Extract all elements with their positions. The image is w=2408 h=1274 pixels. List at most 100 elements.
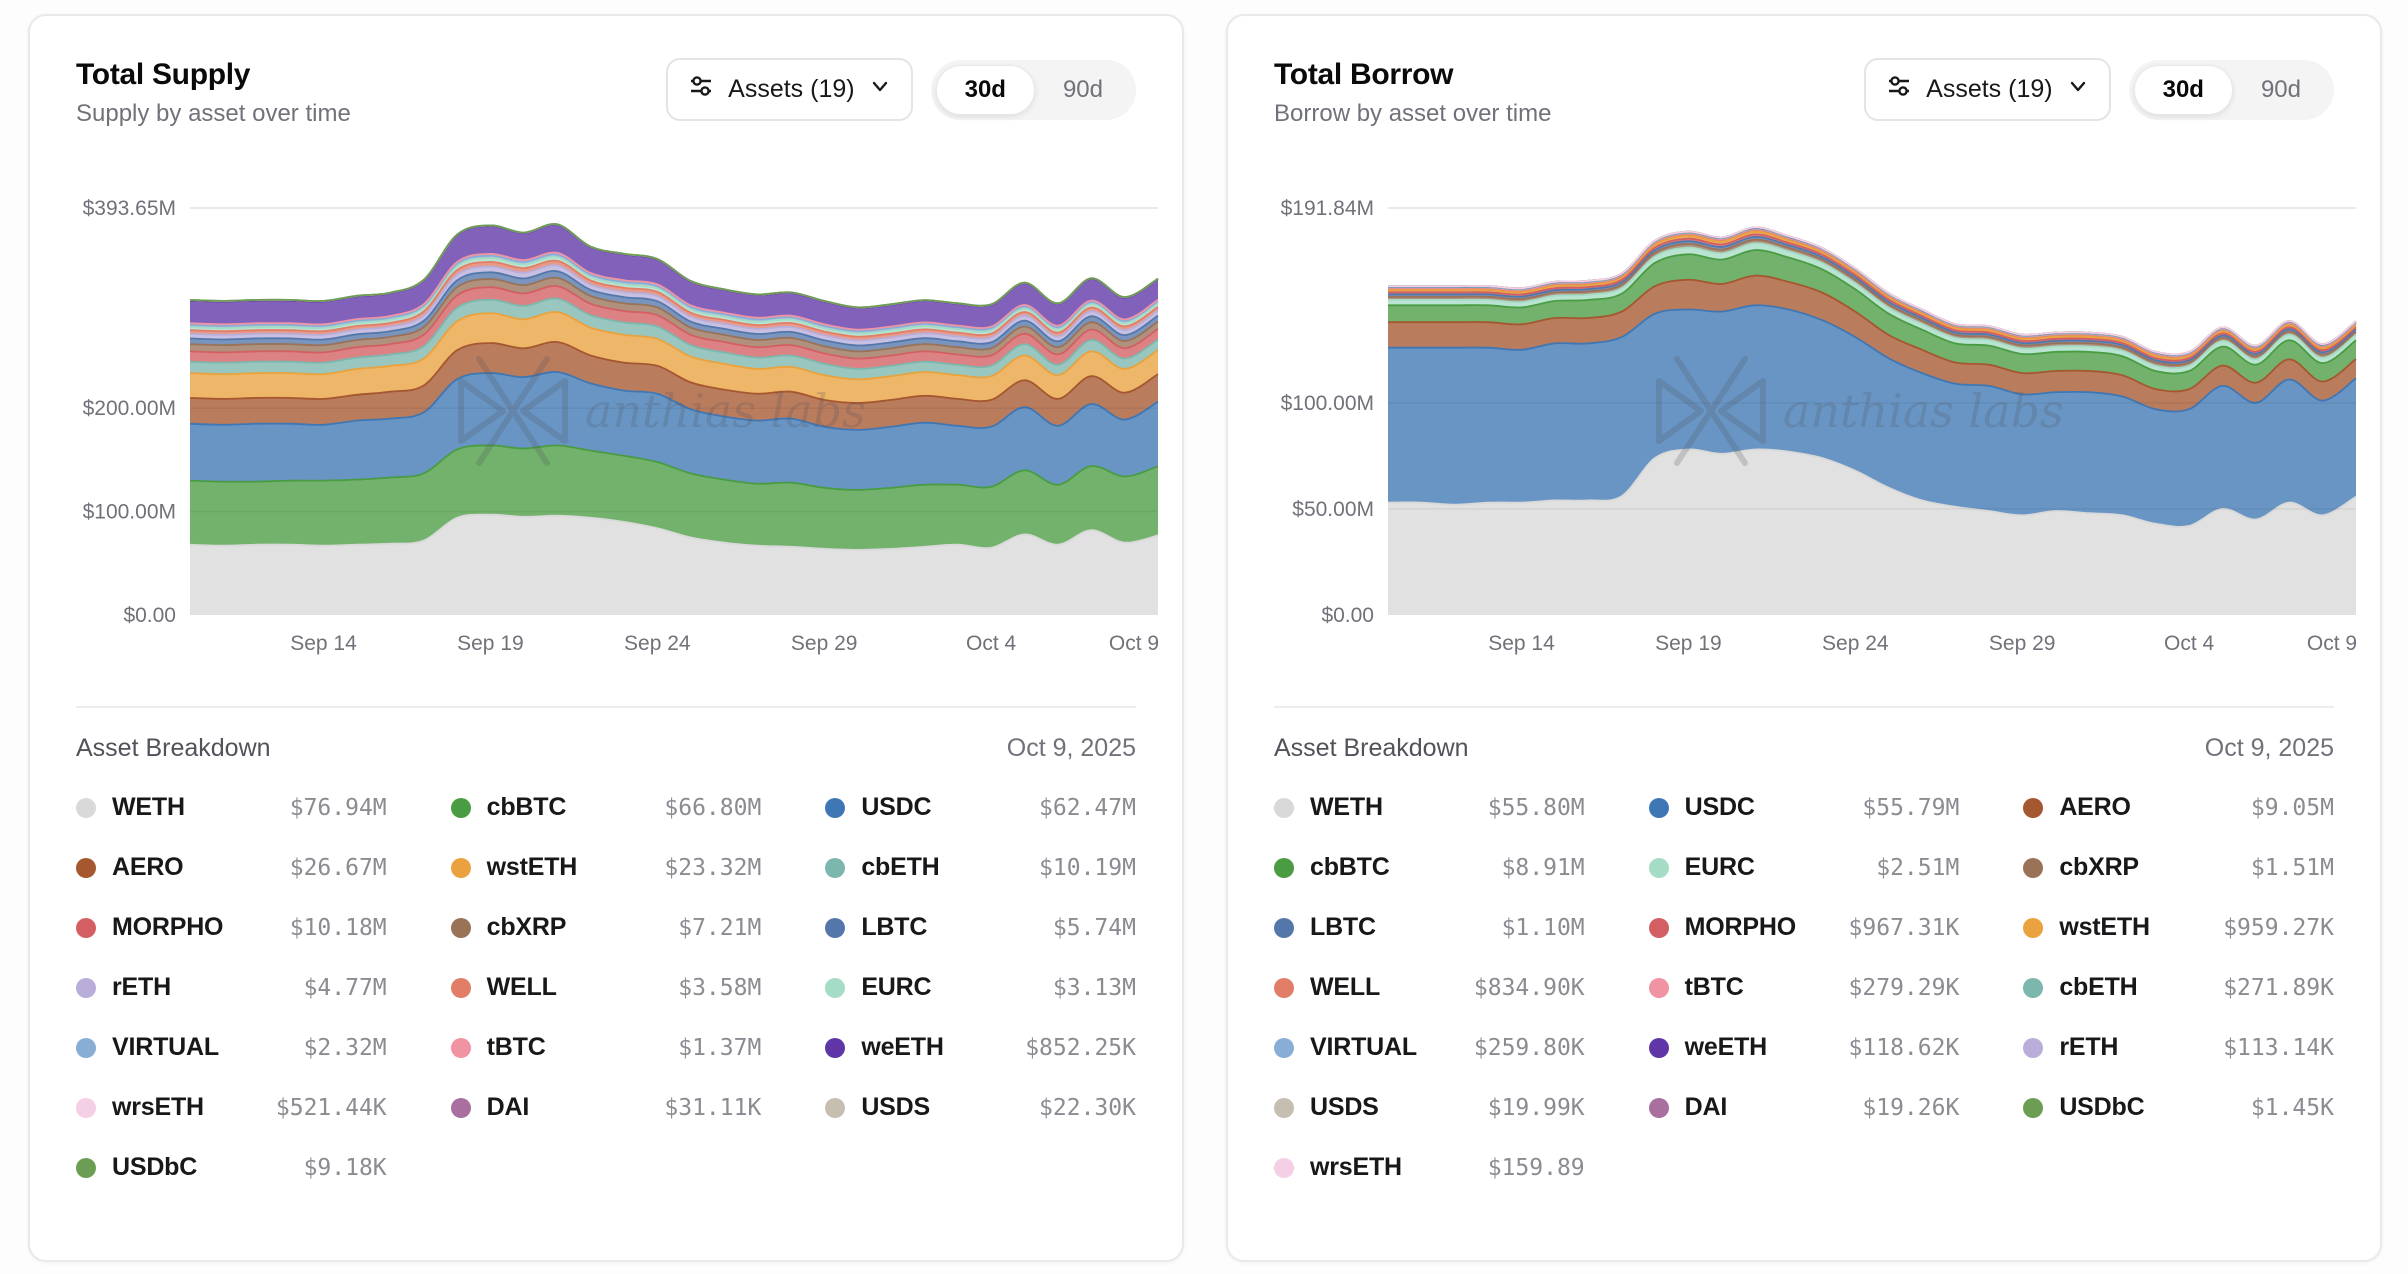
legend-item[interactable]: EURC $2.51M	[1648, 853, 1959, 882]
legend-item[interactable]: cbXRP $7.21M	[450, 913, 761, 942]
asset-name: cbBTC	[1310, 853, 1390, 881]
asset-name: USDC	[1684, 793, 1755, 821]
svg-text:$50.00M: $50.00M	[1292, 498, 1374, 521]
legend-item[interactable]: MORPHO $967.31K	[1648, 913, 1959, 942]
range-option-30d[interactable]: 30d	[2133, 64, 2233, 115]
legend-item[interactable]: WETH $76.94M	[76, 793, 387, 822]
legend-item[interactable]: cbETH $271.89K	[2023, 973, 2334, 1002]
asset-name: VIRTUAL	[1310, 1033, 1417, 1061]
range-option-30d[interactable]: 30d	[935, 64, 1035, 115]
assets-filter-button[interactable]: Assets (19)	[666, 58, 913, 121]
legend-item[interactable]: cbETH $10.19M	[825, 853, 1136, 882]
asset-color-dot	[825, 1097, 846, 1118]
legend-item[interactable]: tBTC $279.29K	[1648, 973, 1959, 1002]
legend-item[interactable]: VIRTUAL $259.80K	[1274, 1033, 1585, 1062]
legend-item[interactable]: cbXRP $1.51M	[2023, 853, 2334, 882]
asset-color-dot	[450, 977, 471, 998]
assets-filter-button[interactable]: Assets (19)	[1864, 58, 2111, 121]
asset-name: cbETH	[861, 853, 940, 881]
legend-item[interactable]: AERO $26.67M	[76, 853, 387, 882]
borrow-stacked-area-chart[interactable]: $0.00 $50.00M $100.00M $191.84M Sep 14 Sep 19…	[1256, 178, 2358, 678]
legend-item[interactable]: DAI $31.11K	[450, 1093, 762, 1122]
legend-item[interactable]: cbBTC $66.80M	[450, 793, 762, 822]
asset-value: $31.11K	[664, 1094, 762, 1121]
legend-item[interactable]: VIRTUAL $2.32M	[76, 1033, 387, 1062]
legend-item[interactable]: rETH $113.14K	[2023, 1033, 2334, 1062]
asset-value: $159.89	[1487, 1154, 1585, 1181]
asset-name: rETH	[2059, 1033, 2119, 1061]
legend-item[interactable]: USDS $19.99K	[1274, 1093, 1585, 1122]
asset-value: $76.94M	[289, 794, 387, 821]
range-option-90d[interactable]: 90d	[1062, 75, 1103, 103]
legend-item[interactable]: USDS $22.30K	[825, 1093, 1136, 1122]
legend-item[interactable]: LBTC $1.10M	[1274, 913, 1585, 942]
asset-name: WETH	[112, 793, 185, 821]
asset-value: $19.26K	[1862, 1094, 1960, 1121]
asset-value: $19.99K	[1487, 1094, 1585, 1121]
asset-name: MORPHO	[1684, 913, 1797, 941]
asset-color-dot	[1274, 917, 1294, 938]
svg-text:Oct 4: Oct 4	[966, 632, 1017, 655]
asset-name: wrsETH	[112, 1093, 204, 1121]
legend-item[interactable]: MORPHO $10.18M	[76, 913, 387, 942]
svg-text:Sep 19: Sep 19	[1655, 632, 1722, 655]
legend-item[interactable]: weETH $118.62K	[1648, 1033, 1960, 1062]
legend-item[interactable]: wrsETH $159.89	[1274, 1153, 1585, 1182]
legend-item[interactable]: USDC $55.79M	[1648, 793, 1959, 822]
svg-text:Sep 24: Sep 24	[1822, 632, 1889, 655]
asset-value: $1.10M	[1501, 914, 1585, 941]
legend-item[interactable]: weETH $852.25K	[825, 1033, 1136, 1062]
legend-item[interactable]: rETH $4.77M	[76, 973, 387, 1002]
asset-name: USDC	[861, 793, 932, 821]
asset-name: cbXRP	[2059, 853, 2139, 881]
asset-value: $852.25K	[1025, 1034, 1136, 1061]
asset-value: $66.80M	[664, 794, 762, 821]
assets-button-label: Assets (19)	[1926, 75, 2053, 103]
legend-item[interactable]: USDC $62.47M	[825, 793, 1136, 822]
asset-name: wrsETH	[1310, 1153, 1402, 1181]
divider	[76, 706, 1136, 708]
legend-item[interactable]: DAI $19.26K	[1648, 1093, 1960, 1122]
asset-value: $26.67M	[289, 854, 387, 881]
svg-text:Sep 29: Sep 29	[791, 632, 858, 655]
legend-item[interactable]: AERO $9.05M	[2023, 793, 2334, 822]
asset-value: $834.90K	[1473, 974, 1585, 1001]
legend-item[interactable]: wstETH $959.27K	[2023, 913, 2334, 942]
asset-value: $3.13M	[1052, 974, 1136, 1001]
legend-item[interactable]: cbBTC $8.91M	[1274, 853, 1585, 882]
asset-name: weETH	[861, 1033, 944, 1061]
legend-item[interactable]: USDbC $9.18K	[76, 1153, 387, 1182]
supply-legend-grid: WETH $76.94M cbBTC $66.80M USDC $62.47M AERO $2…	[76, 793, 1136, 1182]
asset-name: EURC	[1684, 853, 1755, 881]
legend-item[interactable]: wstETH $23.32M	[450, 853, 762, 882]
legend-item[interactable]: WELL $834.90K	[1274, 973, 1585, 1002]
legend-item[interactable]: tBTC $1.37M	[450, 1033, 761, 1062]
svg-text:$191.84M: $191.84M	[1281, 197, 1374, 220]
card-subtitle: Supply by asset over time	[76, 100, 351, 127]
legend-item[interactable]: WETH $55.80M	[1274, 793, 1585, 822]
asset-color-dot	[76, 797, 96, 818]
legend-item[interactable]: EURC $3.13M	[825, 973, 1136, 1002]
asset-name: USDS	[1310, 1093, 1379, 1121]
legend-item[interactable]: LBTC $5.74M	[825, 913, 1136, 942]
borrow-controls: Assets (19) 30d 90d	[1864, 58, 2334, 121]
borrow-chart-area: $0.00 $50.00M $100.00M $191.84M Sep 14 Sep 19…	[1256, 178, 2358, 678]
svg-text:$100.00M: $100.00M	[1281, 392, 1374, 415]
asset-name: cbETH	[2059, 973, 2138, 1001]
asset-value: $118.62K	[1848, 1034, 1960, 1061]
legend-item[interactable]: WELL $3.58M	[450, 973, 761, 1002]
asset-value: $1.51M	[2250, 854, 2334, 881]
asset-value: $23.32M	[664, 854, 762, 881]
legend-item[interactable]: wrsETH $521.44K	[76, 1093, 387, 1122]
asset-name: AERO	[2059, 793, 2131, 821]
asset-value: $9.05M	[2250, 794, 2334, 821]
asset-color-dot	[1648, 977, 1669, 998]
legend-item[interactable]: USDbC $1.45K	[2023, 1093, 2334, 1122]
range-option-90d[interactable]: 90d	[2260, 75, 2301, 103]
asset-name: tBTC	[1684, 973, 1744, 1001]
divider	[1274, 706, 2334, 708]
supply-stacked-area-chart[interactable]: $0.00 $100.00M $200.00M $393.65M Sep 14 Sep 1…	[58, 178, 1160, 678]
watermark-text: anthias labs	[585, 384, 866, 438]
asset-value: $10.18M	[289, 914, 387, 941]
asset-name: USDS	[861, 1093, 930, 1121]
